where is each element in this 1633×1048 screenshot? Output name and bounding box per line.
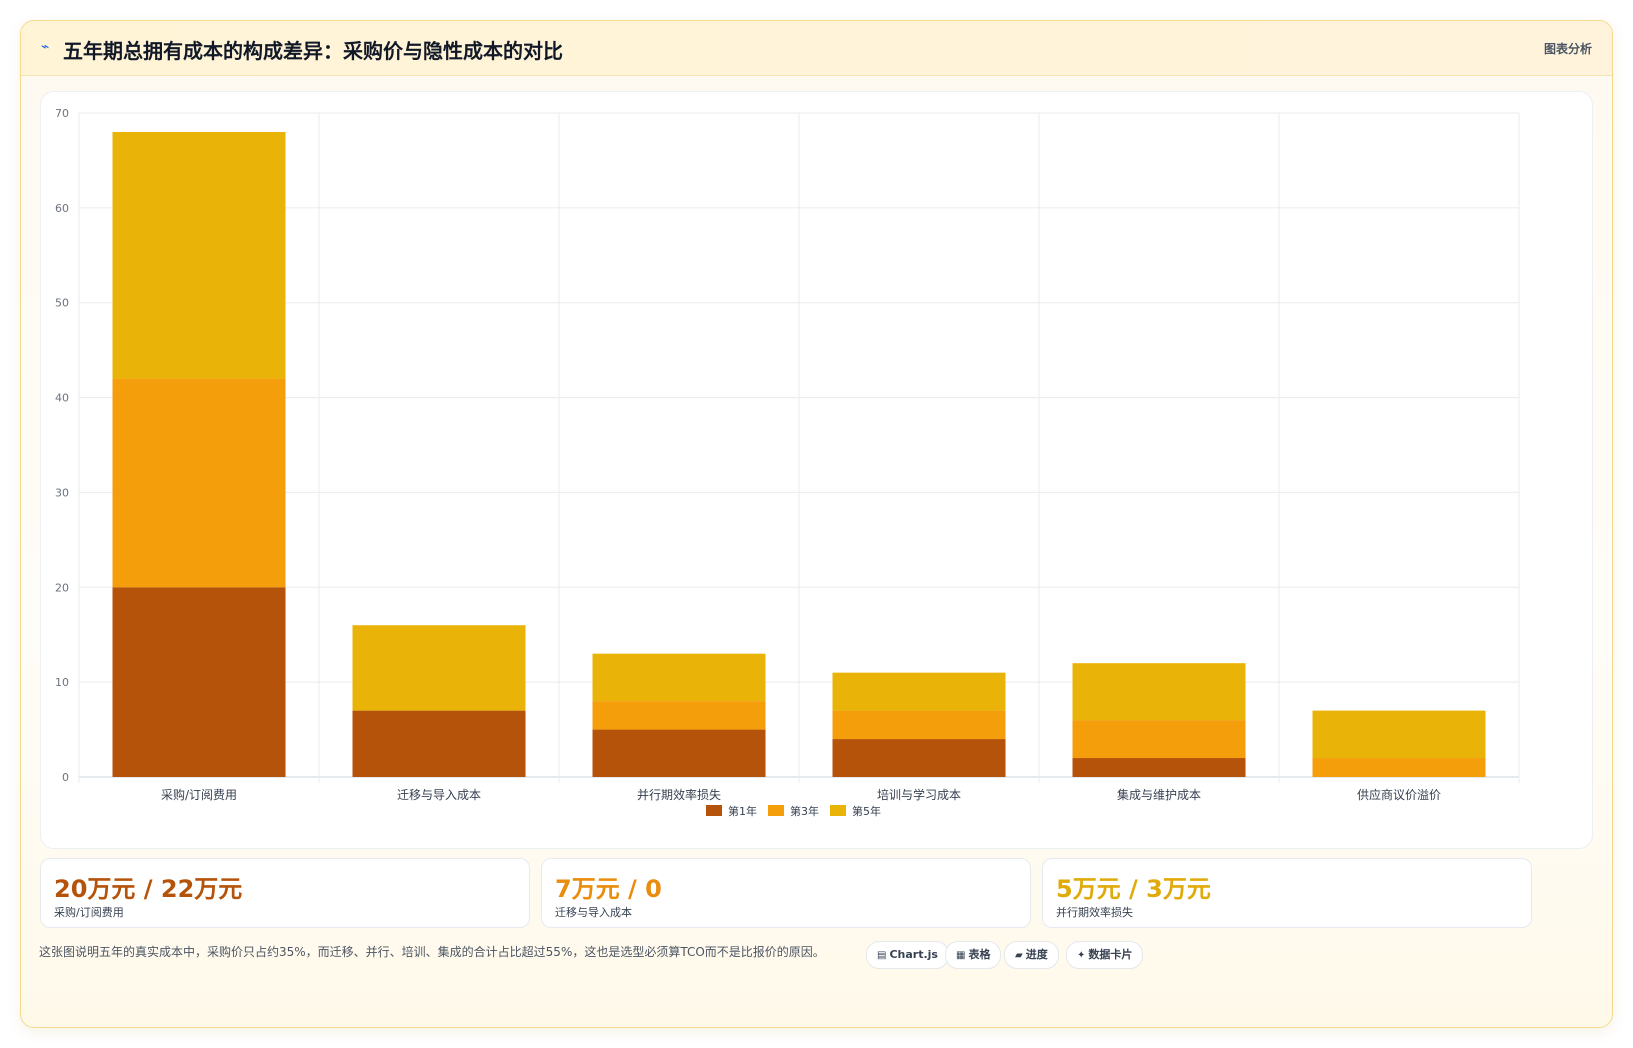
- x-tick-label: 迁移与导入成本: [397, 788, 481, 802]
- chart-trend-icon: ⌁: [41, 39, 50, 55]
- chart-analysis-badge: 图表分析: [1543, 42, 1592, 56]
- x-tick-label: 采购/订阅费用: [161, 787, 237, 802]
- stat-value: 5万元 / 3万元: [1056, 875, 1211, 903]
- chart-footnote: 这张图说明五年的真实成本中，采购价只占约35%，而迁移、并行、培训、集成的合计占…: [39, 945, 825, 959]
- chip-table[interactable]: ▦ 表格: [945, 941, 1002, 969]
- stat-label: 迁移与导入成本: [555, 906, 632, 919]
- stat-label: 并行期效率损失: [1056, 906, 1133, 919]
- legend-swatch: [768, 805, 784, 816]
- stat-value: 7万元 / 0: [555, 875, 662, 903]
- bar-segment: [352, 710, 526, 777]
- legend-swatch: [706, 805, 722, 816]
- x-tick-label: 并行期效率损失: [637, 787, 721, 802]
- x-tick-label: 供应商议价溢价: [1357, 787, 1441, 802]
- bar-segment: [592, 653, 766, 702]
- bar-segment: [1072, 663, 1246, 721]
- bar-segment: [1312, 758, 1486, 777]
- x-tick-label: 集成与维护成本: [1117, 787, 1201, 802]
- y-tick-label: 20: [55, 581, 69, 594]
- y-tick-label: 10: [55, 676, 69, 689]
- stat-card-parallel: 5万元 / 3万元 并行期效率损失: [1042, 858, 1532, 928]
- chip-progress[interactable]: ▰ 进度: [1004, 941, 1059, 969]
- y-tick-label: 40: [55, 392, 69, 405]
- stat-value: 20万元 / 22万元: [54, 875, 243, 903]
- legend-swatch: [830, 805, 846, 816]
- legend-label: 第3年: [790, 804, 819, 818]
- bar-segment: [352, 625, 526, 711]
- bar-segment: [832, 710, 1006, 740]
- y-tick-label: 60: [55, 202, 69, 215]
- stat-card-purchase: 20万元 / 22万元 采购/订阅费用: [40, 858, 530, 928]
- table-icon: ▦: [956, 950, 966, 961]
- stat-card-migration: 7万元 / 0 迁移与导入成本: [541, 858, 1031, 928]
- y-tick-label: 70: [55, 107, 69, 120]
- chip-label: 进度: [1025, 948, 1048, 961]
- bar-segment: [592, 701, 766, 730]
- chip-data-card[interactable]: ✦ 数据卡片: [1066, 941, 1144, 969]
- bar-segment: [1072, 758, 1246, 777]
- stacked-bar-chart: 0 10 20 30 40 50 60 70 采购/订阅费用 迁移与导入成本 并行期效率损失 培训与学…: [55, 107, 1520, 818]
- chart-panel: 0 10 20 30 40 50 60 70 采购/订阅费用 迁移与导入成本 并行期效率损失 培训与学…: [40, 91, 1593, 849]
- x-tick-label: 培训与学习成本: [877, 787, 961, 802]
- chart-card: ⌁ 五年期总拥有成本的构成差异：采购价与隐性成本的对比 图表分析 0 10 20 30…: [20, 20, 1613, 1028]
- chip-label: 表格: [968, 948, 991, 961]
- chip-label: 数据卡片: [1088, 948, 1133, 961]
- chip-chartjs[interactable]: ▤ Chart.js: [866, 941, 949, 969]
- y-tick-label: 30: [55, 486, 69, 499]
- bar-segment: [832, 672, 1006, 711]
- card-header: ⌁ 五年期总拥有成本的构成差异：采购价与隐性成本的对比 图表分析: [21, 21, 1612, 76]
- progress-icon: ▰: [1015, 950, 1023, 961]
- legend-label: 第5年: [852, 804, 881, 818]
- y-tick-label: 50: [55, 297, 69, 310]
- y-tick-label: 0: [62, 771, 69, 784]
- stat-label: 采购/订阅费用: [54, 906, 124, 919]
- bar-segment: [1312, 710, 1486, 759]
- bar-segment: [1072, 720, 1246, 759]
- sparkle-icon: ✦: [1077, 950, 1086, 961]
- legend-label: 第1年: [728, 804, 757, 818]
- bar-segment: [112, 587, 286, 777]
- chart-title: 五年期总拥有成本的构成差异：采购价与隐性成本的对比: [63, 39, 563, 63]
- chip-label: Chart.js: [889, 948, 938, 961]
- bar-segment: [112, 378, 286, 588]
- bar-segment: [592, 729, 766, 777]
- bar-segment: [112, 131, 286, 379]
- bar-segment: [832, 739, 1006, 777]
- chart-icon: ▤: [877, 950, 887, 961]
